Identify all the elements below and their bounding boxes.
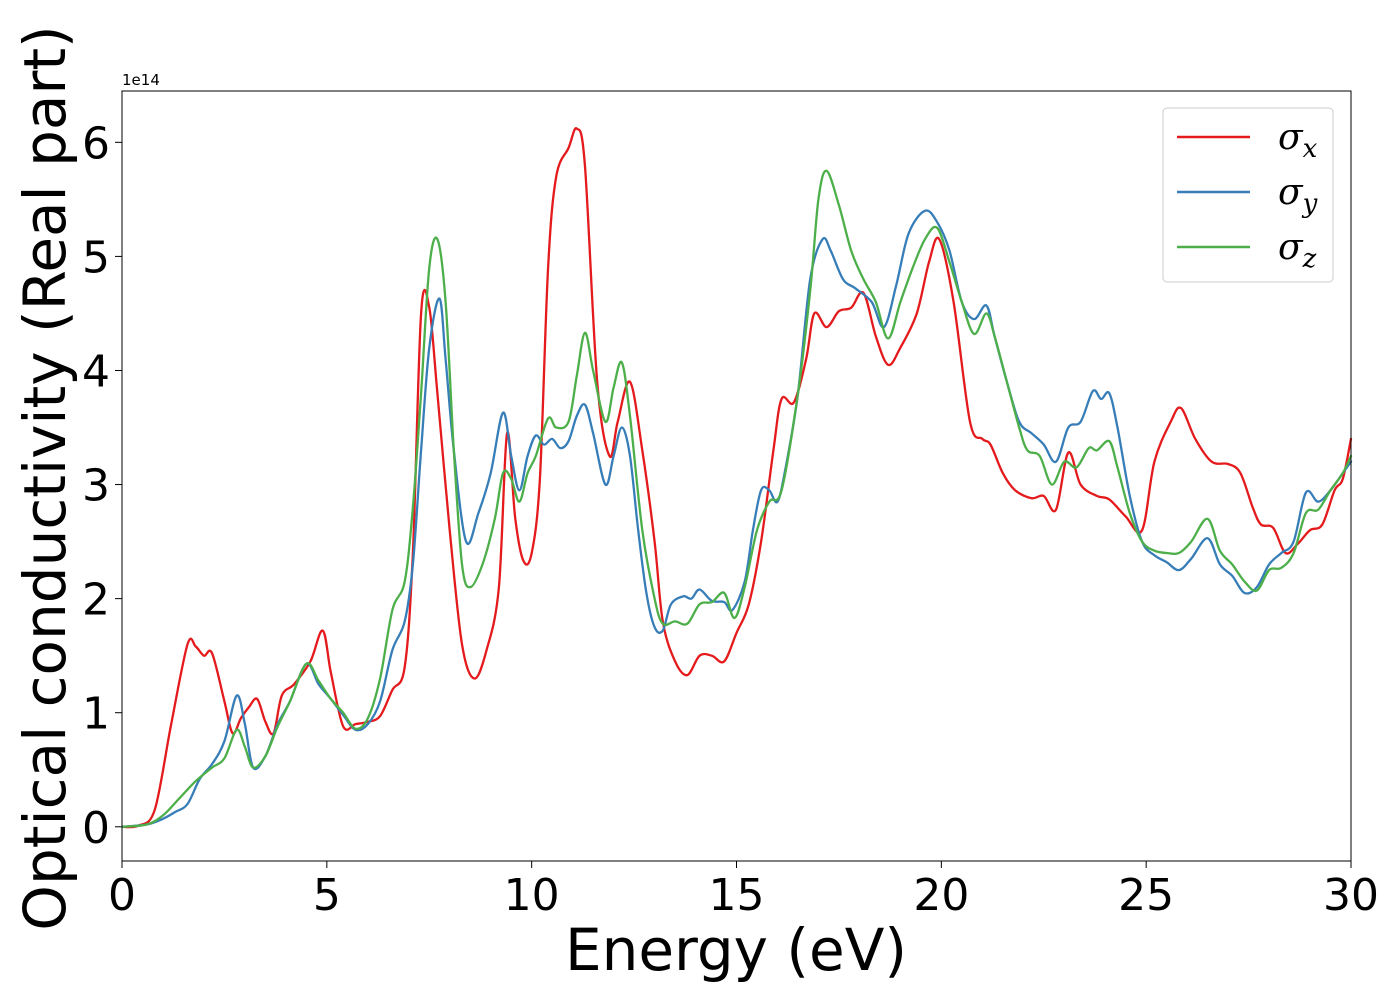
legend-label-z: σz <box>1278 227 1317 274</box>
x-tick-label: 15 <box>709 870 765 921</box>
series-line-x <box>120 127 1353 829</box>
legend-label-x: σx <box>1278 117 1318 164</box>
y-axis-label: Optical conductivity (Real part) <box>11 25 79 930</box>
legend-box <box>1162 107 1334 283</box>
x-axis-label: Energy (eV) <box>565 916 907 984</box>
y-tick-label: 1 <box>82 689 110 740</box>
legend: σx σy σz <box>1162 107 1334 283</box>
series-line-y <box>120 209 1353 828</box>
x-tick-label: 30 <box>1323 870 1379 921</box>
x-tick-label: 0 <box>108 870 136 921</box>
plot-frame <box>121 90 1352 862</box>
series-lines <box>120 127 1353 829</box>
y-offset-text: 1e14 <box>122 71 160 89</box>
x-tick-label: 10 <box>504 870 560 921</box>
x-tick-label: 5 <box>313 870 341 921</box>
y-tick-label: 3 <box>82 461 110 512</box>
x-tick-label: 20 <box>913 870 969 921</box>
legend-label-y: σy <box>1278 172 1318 219</box>
y-tick-label: 4 <box>82 346 110 397</box>
x-tick-label: 25 <box>1118 870 1174 921</box>
y-tick-label: 6 <box>82 118 110 169</box>
plot-area <box>122 91 1351 861</box>
series-line-z <box>120 169 1353 828</box>
x-axis-ticks: 0 5 10 15 20 25 30 <box>108 861 1379 921</box>
y-tick-label: 2 <box>82 575 110 626</box>
y-tick-label: 0 <box>82 803 110 854</box>
y-axis-ticks: 0 1 2 3 4 5 6 <box>82 118 122 854</box>
y-tick-label: 5 <box>82 232 110 283</box>
